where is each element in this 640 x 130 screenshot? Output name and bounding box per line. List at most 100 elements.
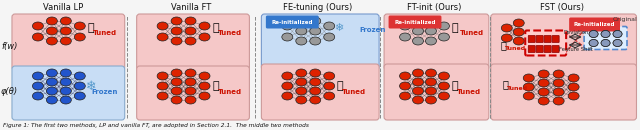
Ellipse shape: [324, 72, 335, 80]
Text: 🔥: 🔥: [212, 81, 219, 91]
Ellipse shape: [46, 69, 58, 77]
Text: 🔥: 🔥: [88, 23, 94, 33]
Ellipse shape: [157, 22, 168, 30]
Ellipse shape: [601, 40, 610, 47]
Text: Feature Shift: Feature Shift: [559, 47, 593, 51]
Ellipse shape: [199, 92, 210, 100]
Ellipse shape: [60, 96, 71, 104]
Text: Tuned: Tuned: [457, 89, 481, 95]
FancyBboxPatch shape: [536, 46, 543, 53]
Text: Tuned: Tuned: [218, 30, 241, 36]
Ellipse shape: [399, 72, 410, 80]
Ellipse shape: [553, 97, 564, 105]
Ellipse shape: [60, 69, 71, 77]
Ellipse shape: [413, 78, 424, 86]
Ellipse shape: [438, 33, 449, 41]
Ellipse shape: [74, 92, 85, 100]
Ellipse shape: [33, 22, 44, 30]
Text: ❄: ❄: [86, 80, 96, 93]
Ellipse shape: [310, 27, 321, 35]
Ellipse shape: [46, 87, 58, 95]
FancyBboxPatch shape: [528, 35, 535, 43]
Ellipse shape: [199, 72, 210, 80]
Ellipse shape: [538, 88, 549, 96]
Ellipse shape: [438, 72, 449, 80]
Ellipse shape: [568, 74, 579, 82]
Ellipse shape: [310, 78, 321, 86]
Text: Re-initialized: Re-initialized: [574, 22, 615, 27]
Ellipse shape: [524, 92, 534, 100]
Ellipse shape: [399, 82, 410, 90]
Text: f(w): f(w): [1, 41, 17, 50]
Ellipse shape: [296, 17, 307, 25]
Ellipse shape: [413, 69, 424, 77]
Ellipse shape: [538, 79, 549, 87]
Ellipse shape: [46, 27, 58, 35]
FancyBboxPatch shape: [12, 14, 125, 70]
Ellipse shape: [296, 69, 307, 77]
FancyBboxPatch shape: [261, 14, 379, 70]
Ellipse shape: [157, 33, 168, 41]
FancyBboxPatch shape: [584, 27, 627, 50]
Ellipse shape: [513, 37, 524, 45]
Ellipse shape: [601, 40, 610, 47]
FancyBboxPatch shape: [536, 35, 543, 43]
Ellipse shape: [413, 87, 424, 95]
Ellipse shape: [282, 33, 293, 41]
Ellipse shape: [553, 79, 564, 87]
Ellipse shape: [524, 74, 534, 82]
Text: 🔥: 🔥: [501, 40, 507, 50]
Ellipse shape: [282, 92, 293, 100]
Ellipse shape: [601, 31, 610, 37]
Ellipse shape: [282, 22, 293, 30]
Ellipse shape: [185, 27, 196, 35]
Text: FT-init (Ours): FT-init (Ours): [407, 3, 461, 12]
Ellipse shape: [74, 72, 85, 80]
Ellipse shape: [33, 72, 44, 80]
Ellipse shape: [553, 88, 564, 96]
Ellipse shape: [589, 31, 598, 37]
Ellipse shape: [310, 17, 321, 25]
Text: Re-initialized: Re-initialized: [394, 20, 436, 24]
FancyBboxPatch shape: [569, 18, 620, 31]
Ellipse shape: [60, 27, 71, 35]
Ellipse shape: [501, 24, 512, 32]
Ellipse shape: [33, 82, 44, 90]
Ellipse shape: [426, 78, 436, 86]
Ellipse shape: [296, 27, 307, 35]
Ellipse shape: [324, 22, 335, 30]
Ellipse shape: [601, 31, 610, 37]
Ellipse shape: [46, 78, 58, 86]
Ellipse shape: [501, 34, 512, 42]
Ellipse shape: [157, 72, 168, 80]
FancyBboxPatch shape: [12, 66, 125, 120]
Ellipse shape: [324, 82, 335, 90]
FancyBboxPatch shape: [137, 66, 250, 120]
Ellipse shape: [199, 33, 210, 41]
Ellipse shape: [171, 37, 182, 45]
Ellipse shape: [324, 33, 335, 41]
Ellipse shape: [426, 37, 436, 45]
Ellipse shape: [46, 96, 58, 104]
Ellipse shape: [33, 33, 44, 41]
Text: 🔥: 🔥: [452, 81, 458, 91]
Ellipse shape: [613, 40, 622, 47]
Ellipse shape: [553, 70, 564, 78]
Text: 🔥: 🔥: [212, 23, 219, 33]
Ellipse shape: [324, 92, 335, 100]
Ellipse shape: [399, 22, 410, 30]
Text: φ(θ): φ(θ): [1, 87, 18, 96]
Ellipse shape: [413, 17, 424, 25]
Ellipse shape: [399, 33, 410, 41]
Ellipse shape: [157, 92, 168, 100]
Ellipse shape: [74, 82, 85, 90]
Ellipse shape: [60, 87, 71, 95]
Ellipse shape: [613, 31, 622, 37]
FancyBboxPatch shape: [384, 64, 489, 120]
FancyBboxPatch shape: [261, 64, 379, 120]
Ellipse shape: [426, 87, 436, 95]
Text: Deviation: Deviation: [563, 30, 588, 34]
Text: 🔥: 🔥: [337, 81, 344, 91]
FancyBboxPatch shape: [525, 31, 566, 56]
FancyBboxPatch shape: [528, 46, 535, 53]
